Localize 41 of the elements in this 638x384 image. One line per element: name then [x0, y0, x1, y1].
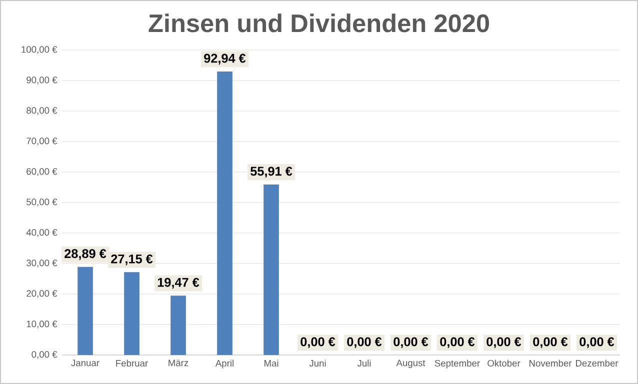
x-tick-label: Juni: [309, 360, 326, 367]
y-tick-label: 60,00 €: [26, 168, 58, 176]
y-tick-label: 10,00 €: [26, 320, 58, 328]
x-tick-label: März: [168, 360, 188, 366]
x-tick-label: April: [215, 360, 234, 368]
y-tick-label: 50,00 €: [26, 198, 58, 206]
bar: [170, 296, 186, 355]
data-label: 92,94 €: [204, 54, 246, 65]
data-label: 19,47 €: [158, 278, 200, 289]
x-tick-label: Februar: [116, 360, 148, 367]
data-label: 28,89 €: [64, 249, 106, 260]
data-label: 0,00 €: [440, 337, 475, 348]
y-tick-label: 30,00 €: [26, 260, 58, 268]
x-tick-label: September: [434, 360, 480, 368]
chart-title: Zinsen und Dividenden 2020: [148, 14, 489, 32]
data-label: 27,15 €: [111, 254, 153, 266]
x-tick-label: Dezember: [576, 360, 618, 367]
y-tick-label: 0,00 €: [32, 351, 58, 359]
y-tick-label: 80,00 €: [26, 107, 58, 115]
y-tick-label: 90,00 €: [26, 76, 58, 84]
x-tick-label: Januar: [71, 360, 100, 366]
x-tick-label: Oktober: [488, 360, 520, 367]
bar: [124, 272, 140, 355]
data-label: 0,00 €: [347, 337, 382, 348]
y-tick-label: 70,00 €: [26, 138, 58, 146]
x-tick-label: Mai: [264, 360, 278, 367]
y-tick-label: 100,00 €: [22, 46, 58, 54]
data-label: 0,00 €: [394, 337, 428, 348]
x-tick-label: November: [530, 360, 572, 367]
y-tick-label: 40,00 €: [26, 229, 58, 237]
data-label: 0,00 €: [300, 337, 336, 348]
bar: [217, 72, 232, 355]
data-label: 0,00 €: [580, 337, 614, 348]
data-label: 55,91 €: [250, 166, 292, 178]
bar: [264, 184, 279, 355]
data-label: 0,00 €: [486, 337, 522, 348]
y-tick-label: 20,00 €: [26, 290, 58, 298]
data-label: 0,00 €: [533, 337, 568, 348]
bar: [78, 266, 93, 355]
x-tick-label: Juli: [357, 360, 371, 367]
x-tick-label: August: [396, 360, 426, 368]
